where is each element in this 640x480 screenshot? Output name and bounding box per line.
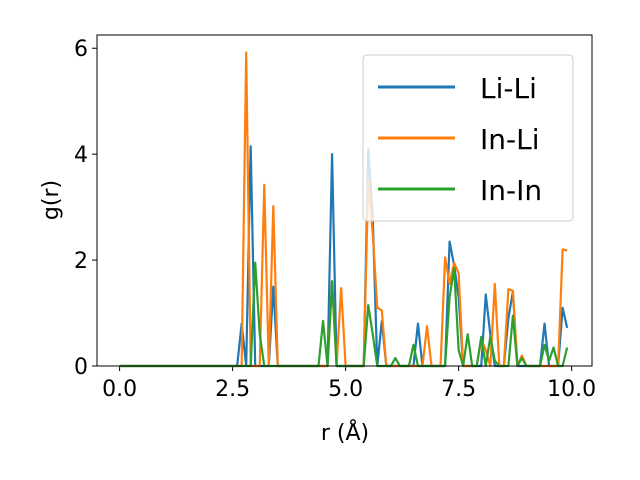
x-tick-label: 2.5 bbox=[215, 377, 250, 402]
plot-frame bbox=[96, 34, 593, 367]
y-tick-label: 0 bbox=[74, 355, 88, 380]
y-tick-label: 6 bbox=[74, 37, 88, 62]
x-tick-label: 10.0 bbox=[547, 377, 596, 402]
y-tick-label: 2 bbox=[74, 249, 88, 274]
legend-box bbox=[362, 54, 574, 222]
x-tick-label: 7.5 bbox=[441, 377, 476, 402]
x-tick-label: 5.0 bbox=[328, 377, 363, 402]
legend-label: Li-Li bbox=[480, 72, 537, 105]
legend-label: In-Li bbox=[480, 123, 540, 156]
x-axis-label: r (Å) bbox=[321, 419, 369, 446]
y-tick-label: 4 bbox=[74, 143, 88, 168]
y-axis-label: g(r) bbox=[39, 180, 64, 220]
x-tick-label: 0.0 bbox=[102, 377, 137, 402]
legend-label: In-In bbox=[480, 174, 542, 207]
